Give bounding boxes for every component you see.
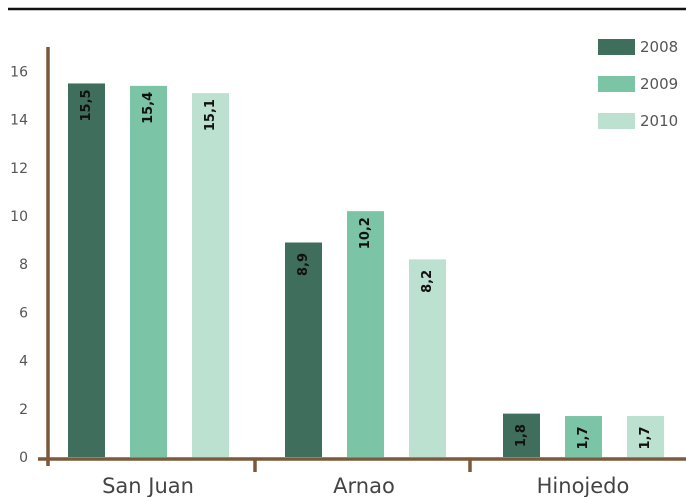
y-tick-label: 8 — [19, 257, 28, 273]
legend-swatch — [598, 39, 635, 55]
category-label: Hinojedo — [537, 474, 630, 497]
bar — [347, 211, 384, 457]
y-axis-ticks: 0 2 4 6 8 10 12 14 16 — [10, 64, 28, 466]
data-label: 1,7 — [576, 427, 591, 450]
data-label: 8,2 — [420, 270, 435, 293]
legend-swatch — [598, 76, 635, 92]
bar — [565, 416, 602, 457]
data-label: 1,7 — [638, 427, 653, 450]
legend-label: 2009 — [640, 75, 678, 93]
axes — [38, 47, 686, 472]
legend-label: 2010 — [640, 112, 678, 130]
legend-label: 2008 — [640, 38, 678, 56]
y-tick-label: 10 — [10, 209, 28, 225]
data-label: 8,9 — [296, 253, 311, 276]
y-tick-label: 2 — [19, 402, 28, 418]
bar — [503, 413, 540, 457]
data-label: 15,1 — [203, 99, 218, 131]
y-tick-label: 12 — [10, 161, 28, 177]
x-axis-labels: San Juan Arnao Hinojedo — [102, 474, 629, 497]
bars: 15,5 15,4 15,1 8,9 10,2 8,2 1,8 1,7 1,7 — [68, 83, 664, 458]
y-tick-label: 14 — [10, 113, 28, 129]
bar — [627, 416, 664, 457]
bar — [409, 259, 446, 457]
bar — [192, 93, 229, 457]
data-label: 15,5 — [79, 89, 94, 121]
legend: 2008 2009 2010 — [598, 38, 678, 130]
bar — [130, 85, 167, 458]
bar — [285, 242, 322, 457]
bar — [68, 83, 105, 457]
y-tick-label: 0 — [19, 450, 28, 466]
y-tick-label: 6 — [19, 305, 28, 321]
category-label: Arnao — [333, 474, 395, 497]
y-tick-label: 16 — [10, 64, 28, 80]
data-label: 1,8 — [514, 424, 529, 447]
y-tick-label: 4 — [19, 354, 28, 370]
data-label: 15,4 — [141, 92, 156, 124]
data-label: 10,2 — [358, 217, 373, 249]
category-label: San Juan — [102, 474, 194, 497]
legend-swatch — [598, 113, 635, 129]
